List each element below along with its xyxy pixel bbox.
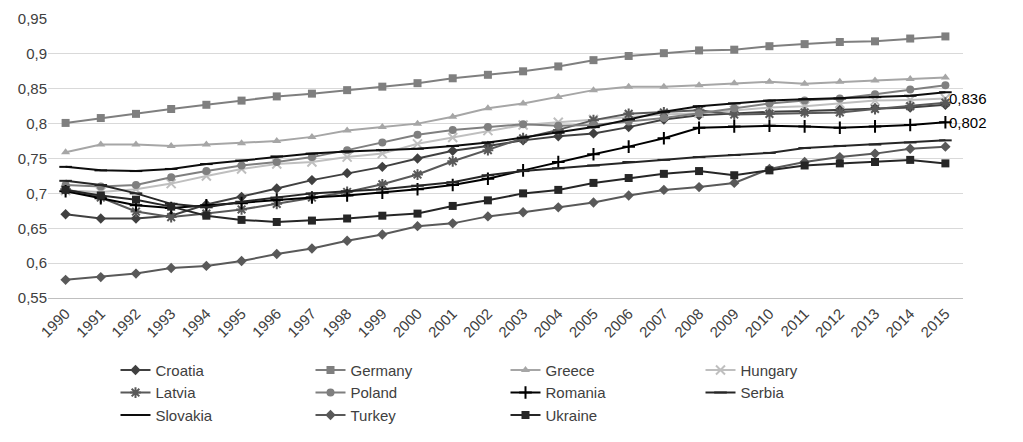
svg-text:Latvia: Latvia — [156, 384, 197, 401]
svg-text:2006: 2006 — [600, 305, 636, 341]
svg-text:1995: 1995 — [213, 305, 249, 341]
svg-text:0,6: 0,6 — [26, 254, 47, 271]
svg-text:2003: 2003 — [495, 305, 531, 341]
svg-text:Hungary: Hungary — [741, 362, 798, 379]
svg-text:0,65: 0,65 — [18, 220, 47, 237]
svg-text:1997: 1997 — [284, 305, 320, 341]
svg-text:2011: 2011 — [777, 305, 812, 340]
svg-text:0,55: 0,55 — [18, 289, 47, 306]
svg-text:2001: 2001 — [425, 305, 461, 341]
svg-text:1996: 1996 — [249, 305, 285, 341]
svg-text:1992: 1992 — [108, 305, 144, 341]
svg-text:0,75: 0,75 — [18, 150, 47, 167]
svg-text:0,7: 0,7 — [26, 185, 47, 202]
svg-text:Greece: Greece — [546, 362, 595, 379]
svg-text:Germany: Germany — [351, 362, 413, 379]
svg-text:1991: 1991 — [73, 305, 109, 341]
svg-text:Ukraine: Ukraine — [546, 407, 598, 424]
svg-text:0,836: 0,836 — [949, 90, 987, 107]
svg-text:2004: 2004 — [530, 305, 566, 341]
svg-text:0,8: 0,8 — [26, 115, 47, 132]
svg-text:0,802: 0,802 — [949, 114, 987, 131]
svg-text:1993: 1993 — [143, 305, 179, 341]
svg-text:Slovakia: Slovakia — [156, 407, 213, 424]
svg-text:2013: 2013 — [847, 305, 883, 341]
svg-text:0,95: 0,95 — [18, 10, 47, 27]
svg-text:2000: 2000 — [389, 305, 425, 341]
svg-text:1994: 1994 — [178, 305, 214, 341]
svg-text:2005: 2005 — [565, 305, 601, 341]
svg-text:2014: 2014 — [882, 305, 918, 341]
svg-text:1990: 1990 — [37, 305, 73, 341]
svg-text:Serbia: Serbia — [741, 384, 785, 401]
svg-text:Poland: Poland — [351, 384, 398, 401]
svg-text:1998: 1998 — [319, 305, 355, 341]
svg-text:2008: 2008 — [671, 305, 707, 341]
svg-text:2012: 2012 — [812, 305, 848, 341]
svg-text:2007: 2007 — [636, 305, 672, 341]
svg-text:2009: 2009 — [706, 305, 742, 341]
svg-text:2002: 2002 — [460, 305, 496, 341]
svg-text:Romania: Romania — [546, 384, 607, 401]
svg-text:2015: 2015 — [917, 305, 953, 341]
svg-text:0,9: 0,9 — [26, 45, 47, 62]
svg-text:Turkey: Turkey — [351, 407, 397, 424]
svg-text:2010: 2010 — [741, 305, 777, 341]
svg-text:1999: 1999 — [354, 305, 390, 341]
svg-text:Croatia: Croatia — [156, 362, 205, 379]
svg-text:0,85: 0,85 — [18, 80, 47, 97]
